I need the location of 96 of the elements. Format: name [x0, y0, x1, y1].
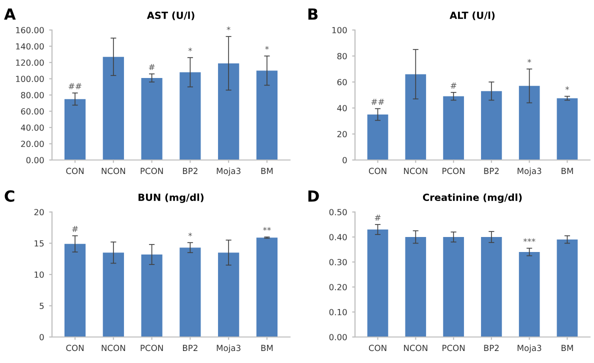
bar — [367, 230, 388, 337]
y-tick-label: 0.30 — [329, 258, 347, 266]
y-tick-label: 0.50 — [329, 208, 347, 216]
y-tick-label: 0 — [40, 334, 44, 340]
x-tick-label: Moja3 — [518, 168, 542, 176]
x-tick-label: PCON — [442, 344, 465, 352]
y-tick-label: 10 — [34, 271, 44, 278]
x-tick-label: BM — [562, 168, 573, 174]
annotation: ** — [263, 227, 271, 231]
y-tick-label: 80.00 — [21, 92, 44, 98]
bar — [367, 114, 388, 160]
bar — [405, 237, 426, 337]
y-tick-label: 0.00 — [329, 334, 347, 340]
annotation: * — [565, 86, 570, 90]
chart-title: AST (U/l) — [146, 12, 194, 20]
x-tick-label: NCON — [404, 168, 428, 174]
text: C — [4, 190, 14, 202]
bar — [405, 74, 426, 160]
x-tick-label: BP2 — [484, 344, 499, 351]
x-tick-label: BM — [261, 168, 273, 174]
annotation: # — [374, 214, 381, 221]
bar — [180, 248, 201, 337]
y-tick-label: 0.20 — [329, 284, 347, 290]
y-tick-label: 120.00 — [16, 59, 44, 66]
y-tick-label: 0 — [342, 156, 347, 164]
y-tick-label: 5 — [40, 302, 44, 310]
annotation: * — [188, 48, 192, 52]
y-tick-label: 40.00 — [20, 124, 44, 131]
bar — [218, 63, 240, 160]
x-tick-label: CON — [368, 168, 386, 174]
x-tick-label: PCON — [442, 168, 465, 174]
annotation: ## — [371, 98, 384, 105]
bar — [256, 238, 278, 337]
bar — [481, 91, 502, 160]
x-tick-label: NCON — [404, 344, 428, 352]
bar — [102, 56, 124, 160]
x-tick-label: PCON — [140, 168, 163, 174]
bar — [443, 237, 464, 337]
bar — [180, 72, 201, 160]
bar — [102, 252, 124, 337]
bar — [518, 252, 540, 337]
y-tick-label: 0.10 — [329, 308, 347, 316]
x-tick-label: CON — [368, 344, 386, 352]
y-tick-label: 15 — [34, 240, 44, 247]
y-tick-label: 60 — [337, 78, 347, 86]
bar — [141, 254, 162, 337]
y-tick-label: 160.00 — [16, 26, 44, 34]
y-tick-label: 40 — [337, 104, 347, 112]
bar — [443, 96, 464, 160]
y-tick-label: 20 — [337, 130, 347, 138]
bar — [64, 244, 86, 337]
x-tick-label: Moja3 — [518, 344, 542, 353]
annotation: * — [226, 26, 230, 30]
y-tick-label: 0.40 — [329, 234, 347, 240]
x-tick-label: Moja3 — [216, 344, 240, 353]
annotation: * — [265, 46, 269, 50]
x-tick-label: NCON — [102, 168, 126, 174]
annotation: * — [188, 232, 192, 236]
bar — [256, 70, 278, 160]
y-tick-label: 60.00 — [21, 108, 44, 115]
bar — [518, 86, 540, 160]
bar — [218, 252, 240, 337]
y-tick-label: 80 — [337, 52, 347, 60]
text: D — [308, 190, 319, 202]
x-tick-label: CON — [66, 168, 84, 174]
x-tick-label: BP2 — [182, 344, 198, 351]
annotation: # — [450, 82, 456, 89]
y-tick-label: 20.00 — [21, 140, 44, 148]
x-tick-label: BP2 — [182, 168, 198, 174]
annotation: * — [528, 59, 532, 63]
chart-title: ALT (U/l) — [450, 12, 495, 20]
y-tick-label: 140.00 — [16, 43, 44, 50]
bar — [556, 240, 578, 337]
annotation: # — [148, 64, 155, 70]
annotation: # — [72, 226, 78, 232]
annotation: ## — [68, 83, 82, 90]
y-tick-label: 20 — [34, 208, 44, 216]
bar — [64, 99, 86, 160]
x-tick-label: BM — [562, 344, 573, 351]
x-tick-label: Moja3 — [216, 168, 240, 176]
bar — [556, 98, 578, 160]
x-tick-label: BP2 — [484, 168, 499, 174]
annotation: *** — [523, 238, 536, 242]
x-tick-label: NCON — [102, 344, 126, 352]
chart-title: Creatinine (mg/dl) — [422, 194, 522, 203]
x-tick-label: BM — [261, 344, 273, 351]
text: B — [308, 8, 318, 20]
y-tick-label: 100.00 — [16, 76, 44, 82]
x-tick-label: PCON — [140, 344, 163, 352]
y-tick-label: 0.00 — [26, 156, 44, 164]
bar — [141, 78, 162, 160]
text: A — [4, 8, 16, 20]
x-tick-label: CON — [66, 344, 84, 352]
chart-title: BUN (mg/dl) — [138, 194, 204, 203]
bar — [481, 237, 502, 337]
y-tick-label: 100 — [332, 26, 347, 34]
